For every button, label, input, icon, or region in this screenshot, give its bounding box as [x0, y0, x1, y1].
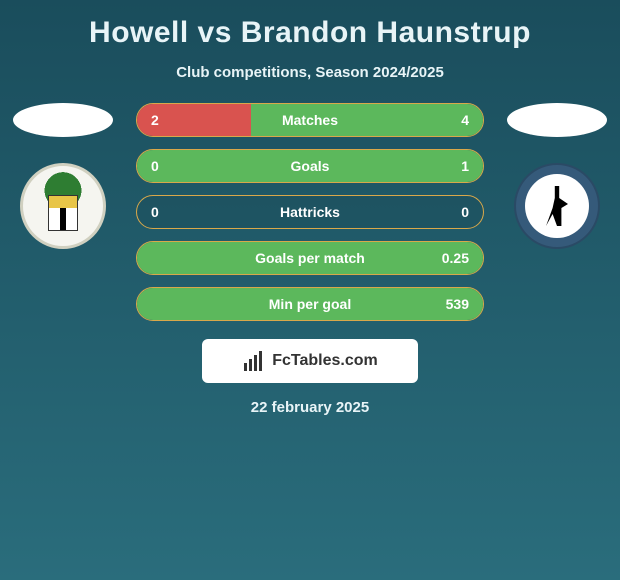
- branding-text: FcTables.com: [272, 352, 378, 370]
- content-row: 24Matches 01Goals 00Hattricks 0.25Goals per…: [0, 103, 620, 321]
- club-crest-left: [20, 163, 106, 249]
- stat-row: 01Goals: [136, 149, 484, 183]
- crest-right-detail: [525, 174, 589, 238]
- stat-row: 539Min per goal: [136, 287, 484, 321]
- stat-row: 00Hattricks: [136, 195, 484, 229]
- comparison-card: Howell vs Brandon Haunstrup Club competi…: [0, 0, 620, 416]
- club-crest-right: [514, 163, 600, 249]
- stat-label: Goals: [137, 158, 483, 174]
- page-title: Howell vs Brandon Haunstrup: [89, 16, 531, 50]
- stat-row: 24Matches: [136, 103, 484, 137]
- page-subtitle: Club competitions, Season 2024/2025: [176, 64, 444, 81]
- crest-left-shield: [48, 195, 78, 231]
- player-photo-placeholder-left: [13, 103, 113, 137]
- stat-row: 0.25Goals per match: [136, 241, 484, 275]
- stat-label: Hattricks: [137, 204, 483, 220]
- crest-left-detail: [28, 171, 98, 241]
- right-player-column: [502, 103, 612, 249]
- crest-right-figure: [546, 186, 568, 226]
- stat-label: Goals per match: [137, 250, 483, 266]
- branding-badge[interactable]: FcTables.com: [202, 339, 418, 383]
- left-player-column: [8, 103, 118, 249]
- player-photo-placeholder-right: [507, 103, 607, 137]
- stat-label: Matches: [137, 112, 483, 128]
- date-label: 22 february 2025: [251, 399, 369, 416]
- stats-list: 24Matches 01Goals 00Hattricks 0.25Goals per…: [136, 103, 484, 321]
- stat-label: Min per goal: [137, 296, 483, 312]
- chart-bars-icon: [242, 349, 266, 373]
